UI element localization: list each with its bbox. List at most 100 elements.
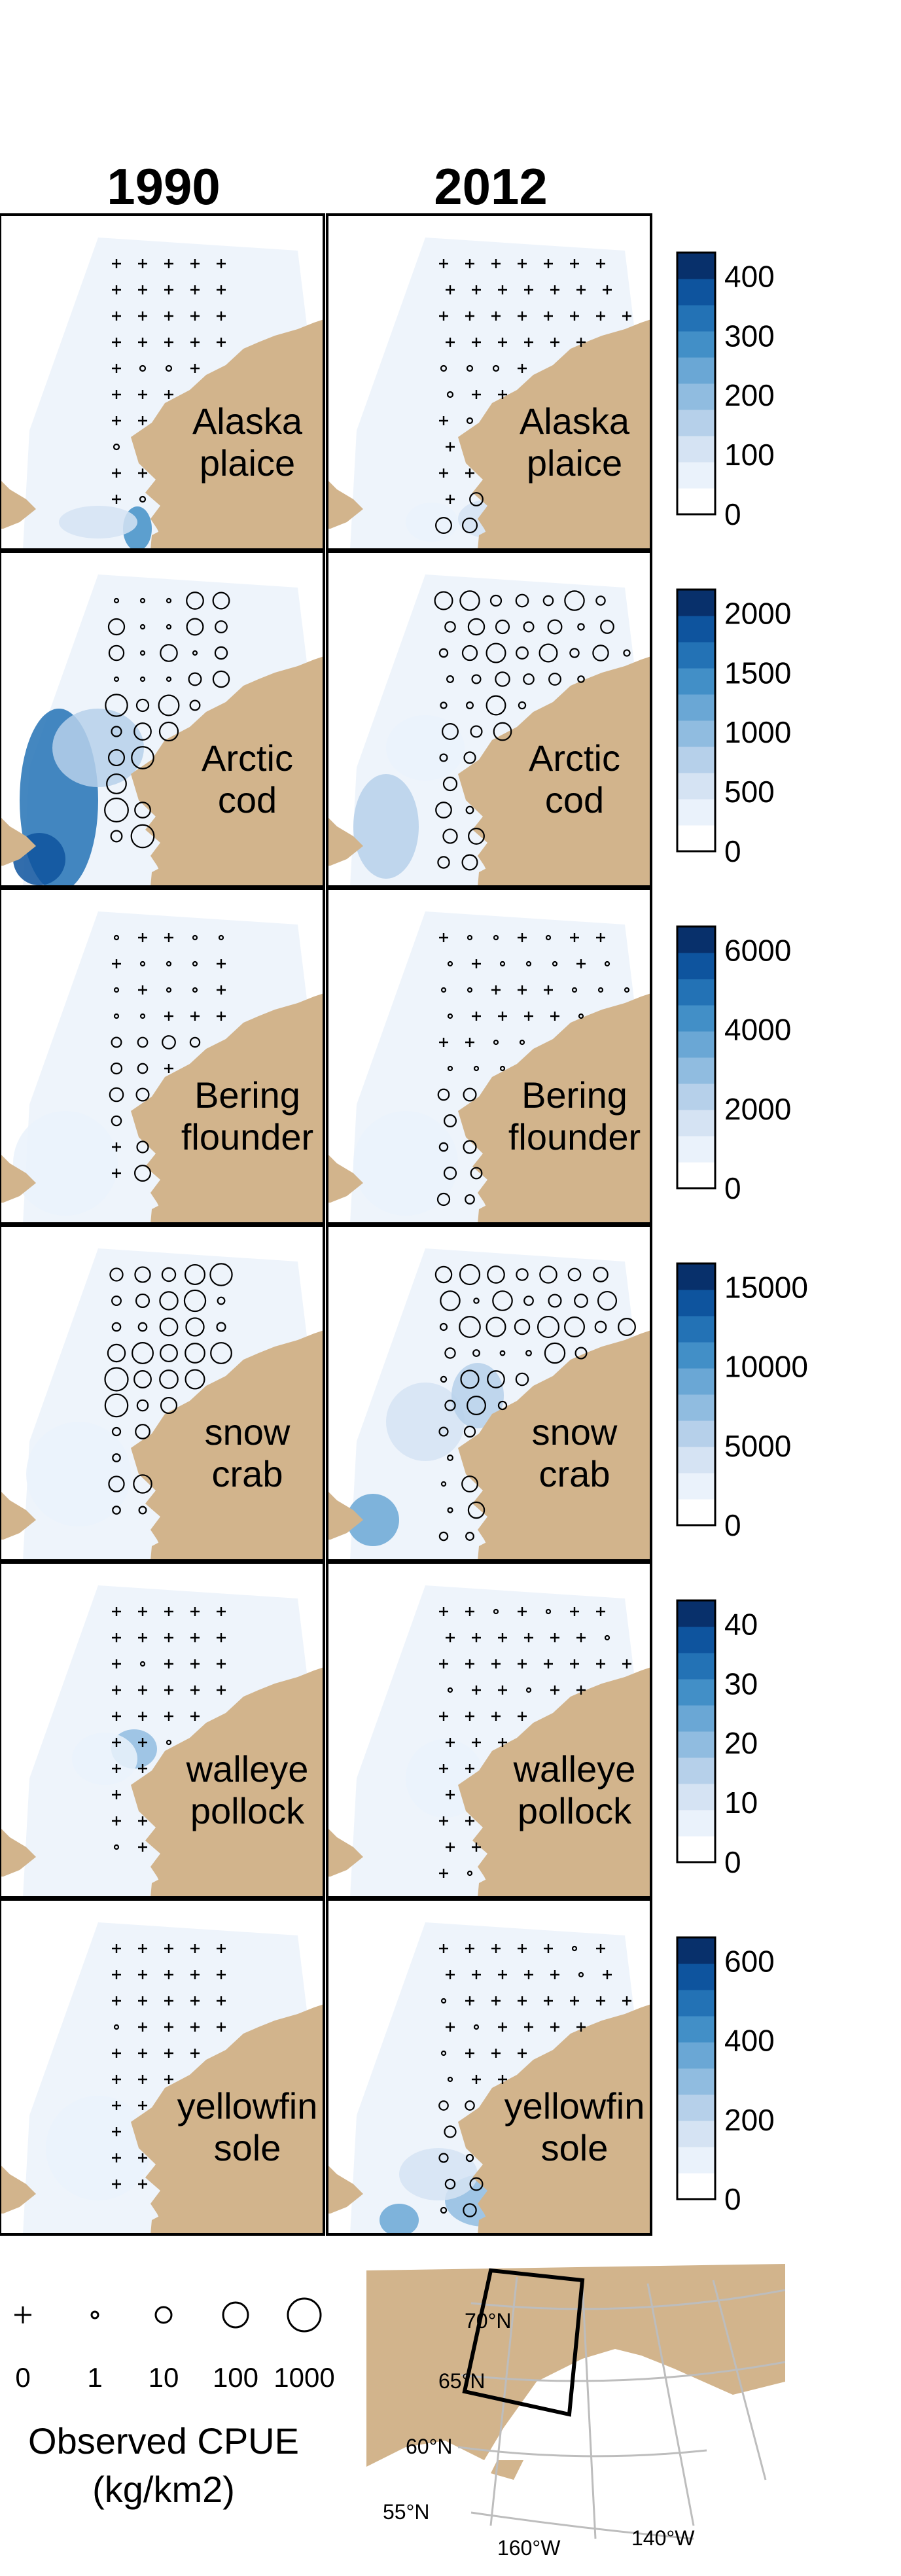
colorbar-swatch: [677, 1031, 715, 1058]
station-zero-catch: [138, 311, 147, 321]
station-zero-catch: [622, 1996, 631, 2005]
station-observed-cpue: [111, 726, 122, 737]
station-zero-catch: [112, 1142, 121, 1152]
station-observed-cpue: [162, 1035, 176, 1050]
species-label-line: Arctic: [529, 737, 620, 779]
station-zero-catch: [465, 1038, 474, 1047]
station-observed-cpue: [518, 701, 527, 710]
station-zero-catch: [570, 1659, 579, 1668]
colorbar-tick-label: 1000: [724, 715, 791, 749]
station-zero-catch: [472, 1843, 481, 1852]
land-alaska: [458, 1330, 651, 1561]
land-island: [171, 1191, 190, 1205]
predicted-density-area: [46, 2096, 150, 2200]
station-zero-catch: [576, 1685, 586, 1695]
station-zero-catch: [217, 259, 226, 268]
station-zero-catch: [112, 1764, 121, 1773]
station-zero-catch: [518, 364, 527, 373]
station-observed-cpue: [618, 1318, 636, 1336]
colorbar-swatch: [677, 1005, 715, 1032]
station-zero-catch: [190, 364, 200, 373]
station-observed-cpue: [592, 644, 609, 662]
station-observed-cpue: [487, 1265, 505, 1284]
colorbar-bering-flounder: 6000 4000 2000 0: [676, 925, 791, 1205]
station-observed-cpue: [447, 2076, 453, 2083]
station-observed-cpue: [134, 1266, 151, 1283]
station-zero-catch: [190, 1712, 200, 1721]
station-observed-cpue: [444, 621, 456, 633]
station-zero-catch: [112, 2127, 121, 2136]
station-zero-catch: [439, 1764, 448, 1773]
colorbar-frame: [676, 251, 716, 516]
station-zero-catch: [550, 2022, 559, 2032]
station-zero-catch: [544, 1659, 553, 1668]
station-observed-cpue: [446, 675, 454, 683]
station-zero-catch: [138, 285, 147, 294]
station-observed-cpue: [104, 1393, 129, 1418]
station-zero-catch: [138, 259, 147, 268]
station-observed-cpue: [492, 1290, 513, 1311]
station-observed-cpue: [463, 751, 476, 764]
land-southwest: [0, 1491, 36, 1540]
station-observed-cpue: [113, 443, 120, 451]
station-zero-catch: [217, 311, 226, 321]
station-observed-cpue: [466, 701, 474, 709]
station-zero-catch: [498, 1738, 507, 1747]
colorbar-swatch: [677, 1627, 715, 1653]
colorbar-swatch: [677, 953, 715, 979]
colorbar-swatch: [677, 253, 715, 279]
station-observed-cpue: [516, 646, 529, 660]
colorbar-swatch: [677, 2094, 715, 2121]
station-observed-cpue: [135, 1293, 150, 1309]
station-observed-cpue: [442, 776, 458, 792]
colorbar-swatch: [677, 694, 715, 721]
station-zero-catch: [498, 1633, 507, 1642]
year-label-2012: 2012: [434, 158, 548, 215]
station-observed-cpue: [493, 1039, 499, 1046]
station-observed-cpue: [461, 517, 478, 534]
station-observed-cpue: [110, 830, 123, 843]
station-zero-catch: [190, 2022, 200, 2032]
species-label: Bering flounder: [508, 1074, 641, 1157]
colorbar-swatch: [677, 410, 715, 436]
station-observed-cpue: [108, 1475, 125, 1492]
colorbar-tick-label: 10000: [724, 1350, 808, 1384]
station-zero-catch: [217, 1012, 226, 1021]
colorbar-snow-crab: 15000 10000 5000 0: [676, 1262, 808, 1542]
station-observed-cpue: [571, 1945, 578, 1952]
station-zero-catch: [164, 1064, 173, 1073]
species-label-line: cod: [545, 779, 604, 820]
station-observed-cpue: [473, 1297, 480, 1304]
station-zero-catch: [439, 416, 448, 425]
station-observed-cpue: [160, 1344, 178, 1362]
colorbar-tick-label: 300: [724, 319, 775, 353]
station-zero-catch: [217, 1633, 226, 1642]
station-zero-catch: [439, 259, 448, 268]
station-observed-cpue: [438, 1531, 449, 1542]
station-observed-cpue: [471, 674, 482, 684]
station-zero-catch: [576, 959, 586, 968]
station-observed-cpue: [594, 1320, 607, 1333]
station-zero-catch: [164, 1012, 173, 1021]
station-zero-catch: [439, 1038, 448, 1047]
colorbar-arctic-cod: 2000 1500 1000 500 0: [676, 588, 791, 868]
predicted-density-area: [13, 1111, 118, 1216]
station-observed-cpue: [440, 2206, 448, 2214]
species-label-line: flounder: [508, 1116, 641, 1157]
species-label: Arctic cod: [202, 737, 293, 820]
station-observed-cpue: [578, 1013, 584, 1019]
species-label: Bering flounder: [181, 1074, 313, 1157]
land-island: [499, 517, 517, 531]
station-zero-catch: [524, 1012, 533, 1021]
station-observed-cpue: [134, 802, 151, 819]
land-southwest: [0, 817, 36, 866]
station-zero-catch: [190, 1659, 200, 1668]
station-observed-cpue: [440, 1290, 461, 1311]
station-zero-catch: [439, 1944, 448, 1953]
station-zero-catch: [439, 1816, 448, 1826]
station-zero-catch: [164, 338, 173, 347]
graticule-longitude: [581, 2283, 597, 2539]
predicted-density-area: [406, 503, 458, 542]
species-label: yellowfin sole: [504, 2085, 645, 2168]
station-observed-cpue: [160, 644, 178, 662]
